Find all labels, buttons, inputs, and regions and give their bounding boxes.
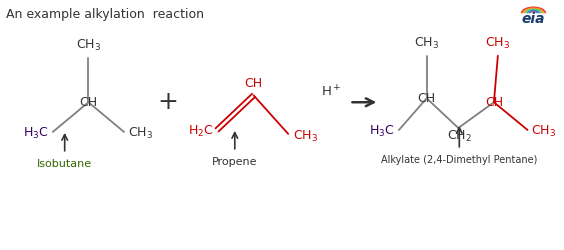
Text: CH$_3$: CH$_3$: [76, 38, 101, 53]
Text: CH: CH: [485, 96, 503, 109]
Text: eia: eia: [522, 12, 545, 26]
Text: An example alkylation  reaction: An example alkylation reaction: [6, 8, 204, 21]
Text: CH: CH: [417, 92, 436, 105]
Text: CH$_3$: CH$_3$: [128, 126, 153, 142]
Text: CH$_3$: CH$_3$: [531, 124, 557, 140]
Text: CH$_3$: CH$_3$: [414, 36, 439, 51]
Text: CH$_3$: CH$_3$: [293, 129, 318, 144]
Text: Isobutane: Isobutane: [37, 158, 92, 168]
Text: CH: CH: [245, 78, 263, 90]
Text: H$_3$C: H$_3$C: [23, 126, 49, 142]
Text: +: +: [157, 90, 178, 114]
Text: H$^+$: H$^+$: [321, 85, 342, 100]
Text: CH$_2$: CH$_2$: [447, 129, 472, 144]
Text: H$_3$C: H$_3$C: [369, 124, 395, 140]
Text: Propene: Propene: [212, 157, 258, 167]
Text: Alkylate (2,4-Dimethyl Pentane): Alkylate (2,4-Dimethyl Pentane): [381, 155, 537, 165]
Text: H$_2$C: H$_2$C: [188, 124, 214, 140]
Text: CH$_3$: CH$_3$: [485, 36, 510, 51]
Text: CH: CH: [80, 96, 98, 109]
